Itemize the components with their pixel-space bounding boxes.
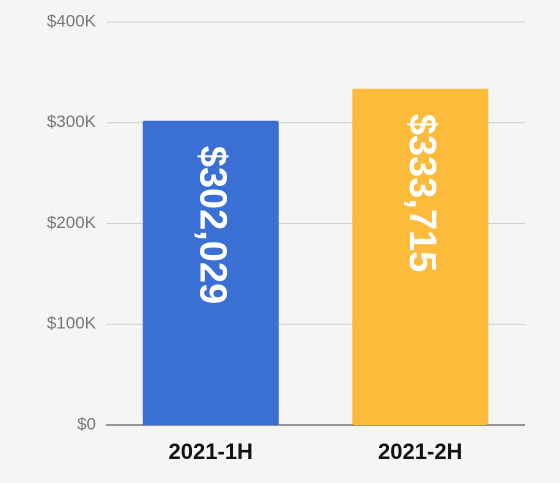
value-label: $333,715 [401,114,443,273]
y-tick-label: $0 [77,414,96,433]
x-tick-label: 2021-2H [378,439,462,464]
bar [142,120,279,425]
y-tick-label: $300K [47,112,97,131]
value-label: $302,029 [192,146,234,305]
bar [352,88,489,425]
x-tick-label: 2021-1H [169,439,253,464]
y-tick-label: $200K [47,213,97,232]
y-tick-label: $400K [47,11,97,30]
y-tick-label: $100K [47,314,97,333]
